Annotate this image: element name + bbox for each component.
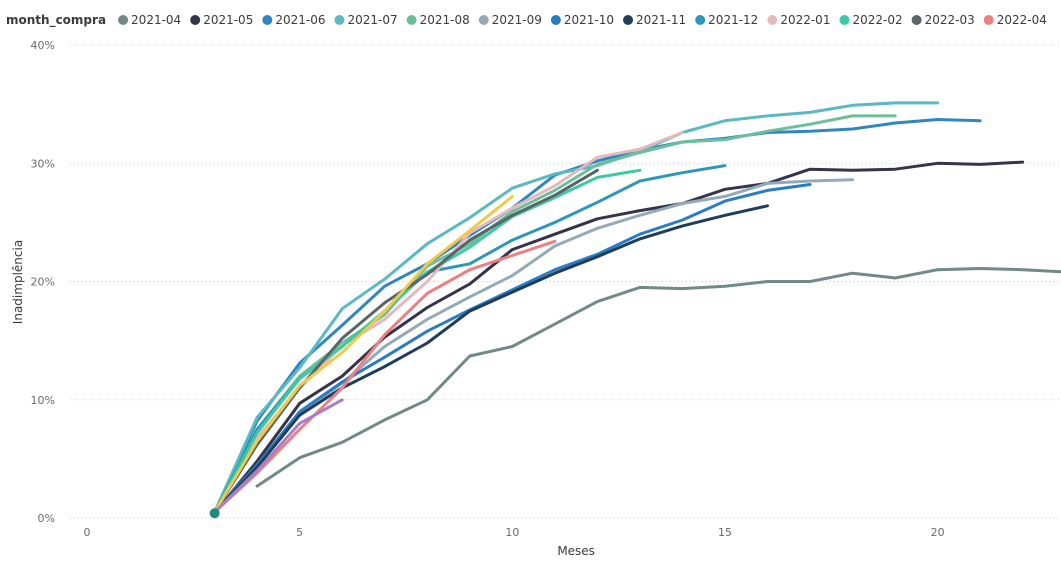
legend-label: 2021-06: [275, 13, 325, 27]
legend-swatch: [190, 15, 201, 25]
legend-item[interactable]: 2021-12: [695, 13, 758, 27]
series-line: [213, 204, 769, 514]
plot-area: [209, 101, 1061, 519]
legend-item[interactable]: 2022-04: [983, 13, 1047, 27]
series-line: [213, 118, 982, 514]
legend-item[interactable]: 2021-07: [334, 13, 398, 27]
legend-label: 2021-10: [564, 13, 614, 27]
legend-item[interactable]: 2021-11: [623, 13, 686, 27]
legend-swatch: [334, 15, 345, 25]
x-tick-label: 10: [505, 526, 519, 539]
series-line: [213, 168, 642, 514]
gridlines: [70, 44, 1061, 519]
legend-swatch: [767, 15, 778, 25]
x-axis-ticks: 0 5 10 15 20: [84, 526, 945, 539]
legend-item[interactable]: 2022-01: [767, 13, 830, 27]
y-tick-label: 30%: [31, 157, 55, 170]
legend-item[interactable]: 2021-10: [550, 13, 614, 27]
legend-label: 2021-04: [131, 13, 181, 27]
legend-label: 2021-12: [708, 13, 758, 27]
legend-item[interactable]: 2022-02: [839, 13, 903, 27]
legend-label: 2021-05: [203, 13, 253, 27]
legend-swatch: [550, 15, 561, 25]
legend-swatch: [623, 15, 634, 25]
y-tick-label: 0%: [38, 512, 55, 525]
x-axis-title: Meses: [557, 544, 595, 558]
legend-label: 2022-03: [925, 13, 975, 27]
x-tick-label: 5: [296, 526, 303, 539]
legend-items: 2021-04 2021-05 2021-06 2021-07 2021-08 2021-…: [118, 13, 1047, 27]
legend-item[interactable]: 2022-03: [911, 13, 975, 27]
legend-item[interactable]: 2021-04: [118, 13, 181, 27]
legend-item[interactable]: 2021-05: [190, 13, 253, 27]
x-tick-label: 15: [718, 526, 732, 539]
start-point-marker: [209, 508, 220, 519]
legend-swatch: [478, 15, 489, 25]
legend-item[interactable]: 2021-08: [406, 13, 470, 27]
y-tick-label: 10%: [31, 394, 55, 407]
legend-swatch: [839, 15, 850, 25]
legend-label: 2021-11: [636, 13, 686, 27]
legend-item[interactable]: 2021-09: [478, 13, 542, 27]
series-line: [213, 168, 599, 514]
legend-label: 2021-07: [347, 13, 397, 27]
series-line: [213, 194, 514, 514]
legend-label: 2021-08: [420, 13, 470, 27]
y-tick-label: 20%: [31, 276, 55, 289]
legend-swatch: [695, 15, 706, 25]
y-tick-label: 40%: [31, 39, 55, 52]
legend-label: 2022-01: [780, 13, 830, 27]
x-tick-label: 0: [84, 526, 91, 539]
series-line: [213, 160, 1025, 515]
legend-swatch: [983, 15, 994, 25]
legend-swatch: [262, 15, 273, 25]
legend-swatch: [406, 15, 417, 25]
y-axis-ticks: 0% 10% 20% 30% 40%: [31, 39, 55, 525]
series-line: [255, 267, 1061, 488]
series-line: [213, 183, 812, 514]
y-axis-title: Inadimplência: [11, 240, 25, 324]
legend-swatch: [118, 15, 129, 25]
series-line: [213, 131, 684, 514]
legend-item[interactable]: 2021-06: [262, 13, 325, 27]
legend-swatch: [911, 15, 922, 25]
series-line: [213, 398, 344, 514]
legend-title: month_compra: [6, 13, 106, 28]
x-tick-label: 20: [931, 526, 945, 539]
legend: month_compra 2021-04 2021-05 2021-06 2021-0…: [6, 13, 1047, 28]
legend-label: 2022-02: [852, 13, 902, 27]
legend-label: 2021-09: [492, 13, 542, 27]
series-line: [213, 239, 557, 514]
legend-label: 2022-04: [997, 13, 1047, 27]
